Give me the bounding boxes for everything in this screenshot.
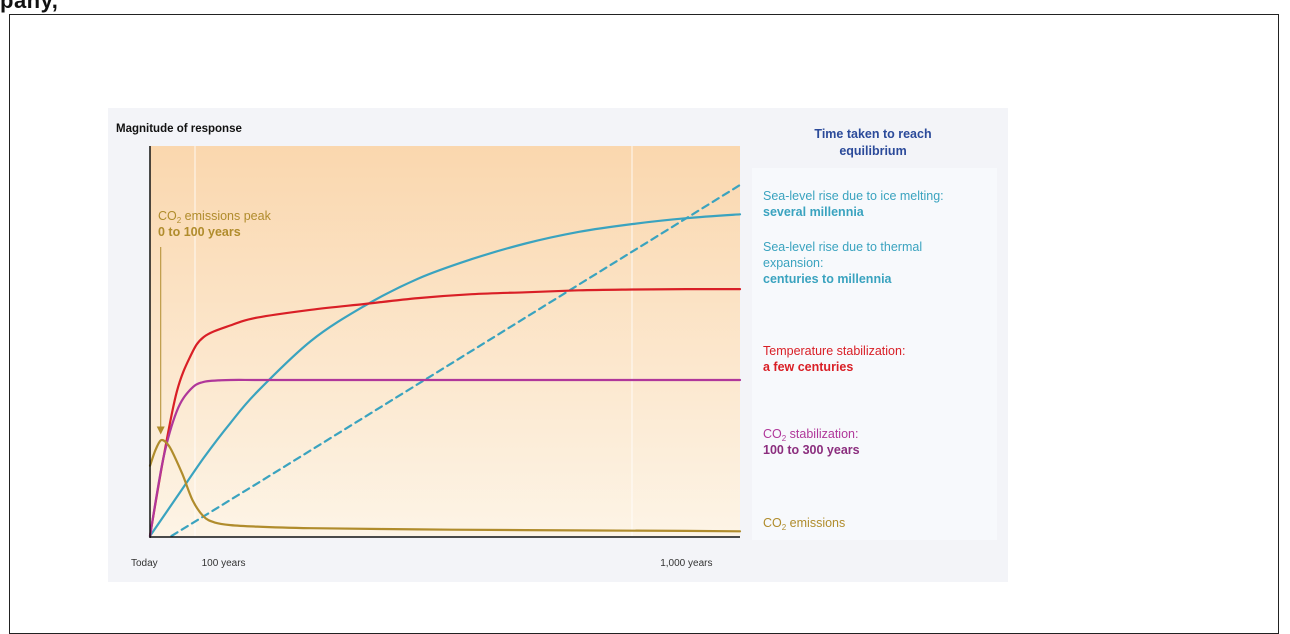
legend-background xyxy=(752,168,997,540)
series-line-temperature xyxy=(148,287,742,538)
annotation-co2-stabilization: CO2 stabilization: 100 to 300 years xyxy=(763,427,860,457)
response-time-chart: Magnitude of response Time taken to reac… xyxy=(116,123,997,569)
legend-title-line1: Time taken to reach xyxy=(814,127,931,141)
plot-background xyxy=(150,146,740,536)
annotation-sea-thermal: Sea-level rise due to thermal expansion:… xyxy=(763,240,922,286)
co2-stabilization-time: 100 to 300 years xyxy=(763,443,860,457)
legend-title-line2: equilibrium xyxy=(839,144,906,158)
page-title: pany, xyxy=(0,0,59,13)
x-ticks: Today 100 years 1,000 years xyxy=(131,558,712,569)
annotation-temperature: Temperature stabilization: a few centuri… xyxy=(763,344,905,374)
peak-arrow-head xyxy=(156,426,165,435)
y-axis-label: Magnitude of response xyxy=(116,123,242,135)
sea-thermal-label-1: Sea-level rise due to thermal xyxy=(763,240,922,254)
sea-ice-time: several millennia xyxy=(763,205,865,219)
x-tick-100: 100 years xyxy=(202,558,246,569)
series-line-sea-thermal xyxy=(148,213,742,538)
x-tick-0: Today xyxy=(131,558,158,569)
temperature-label: Temperature stabilization: xyxy=(763,344,905,358)
sea-thermal-time: centuries to millennia xyxy=(763,272,893,286)
series-line-co2-emissions xyxy=(148,438,742,533)
x-tick-1000: 1,000 years xyxy=(660,558,712,569)
annotation-sea-ice: Sea-level rise due to ice melting: sever… xyxy=(763,189,944,219)
annotation-co2-emissions: CO2 emissions xyxy=(763,516,845,532)
sea-thermal-label-2: expansion: xyxy=(763,256,823,270)
peak-annotation: CO2 emissions peak 0 to 100 years xyxy=(156,209,272,435)
peak-annotation-line1: CO2 emissions peak xyxy=(158,209,272,225)
co2-emissions-label: CO2 emissions xyxy=(763,516,845,532)
series-group xyxy=(148,183,742,538)
series-line-co2-stabilization xyxy=(148,378,742,538)
peak-annotation-line2: 0 to 100 years xyxy=(158,225,241,239)
temperature-time: a few centuries xyxy=(763,360,853,374)
co2-stabilization-label: CO2 stabilization: xyxy=(763,427,858,443)
sea-ice-label: Sea-level rise due to ice melting: xyxy=(763,189,944,203)
